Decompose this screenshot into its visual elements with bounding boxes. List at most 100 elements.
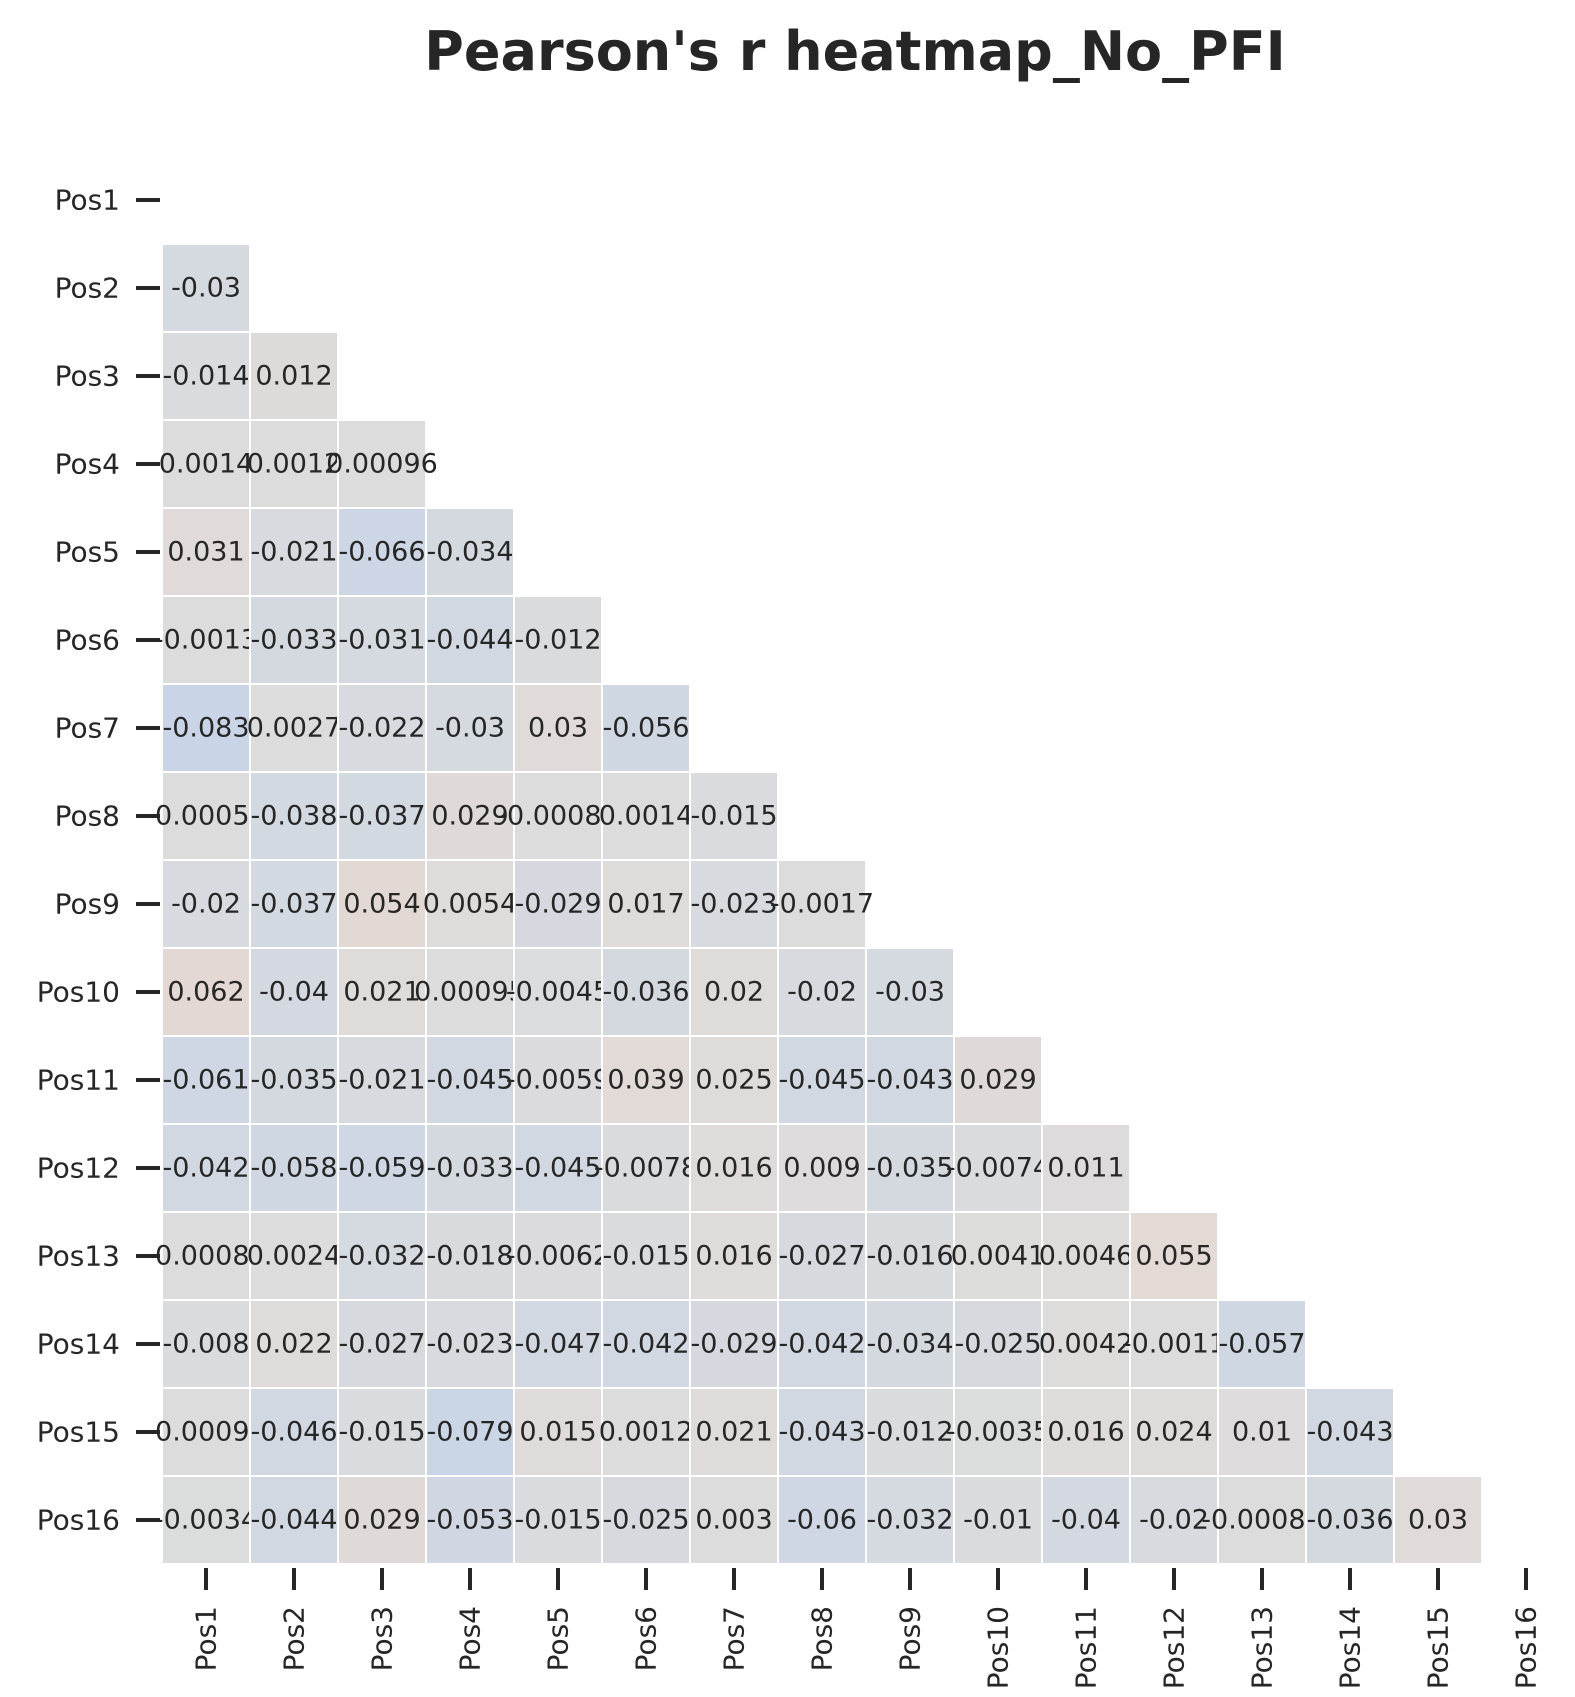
- cell-value-label: -0.0059: [506, 1065, 610, 1096]
- cell-value-label: 0.011: [1047, 1153, 1124, 1184]
- cell-value-label: -0.035: [250, 1065, 337, 1096]
- cell-value-label: -0.014: [162, 361, 249, 392]
- cell-value-label: -0.0017: [770, 889, 874, 920]
- heatmap-cell: [1305, 1387, 1395, 1477]
- y-tick-label: Pos4: [55, 448, 120, 481]
- y-tick-label: Pos3: [55, 360, 120, 393]
- cell-value-label: -0.042: [602, 1329, 689, 1360]
- cell-value-label: 0.02: [704, 977, 764, 1008]
- cell-value-label: 0.00095: [414, 977, 526, 1008]
- cell-value-label: -0.00085: [1201, 1505, 1322, 1536]
- y-tick-label: Pos14: [37, 1328, 120, 1361]
- y-axis: Pos1 Pos2 Pos3 Pos4 Pos5 Pos6 Pos7 Pos8 Pos9 Pos1…: [37, 184, 160, 1537]
- y-tick-label: Pos16: [37, 1504, 120, 1537]
- cell-value-label: 0.015: [519, 1417, 596, 1448]
- heatmap-cell: [249, 1387, 339, 1477]
- x-tick-label: Pos16: [1510, 1606, 1543, 1689]
- cell-value-label: -0.00095: [145, 1417, 266, 1448]
- cell-value-label: -0.015: [338, 1417, 425, 1448]
- cell-value-label: 0.062: [167, 977, 244, 1008]
- heatmap-cell: [161, 1299, 251, 1389]
- heatmap-cell: [337, 771, 427, 861]
- cell-value-label: -0.021: [338, 1065, 425, 1096]
- cell-value-label: -0.057: [1218, 1329, 1305, 1360]
- cell-value-label: -0.0074: [946, 1153, 1050, 1184]
- heatmap-cell: [425, 859, 515, 949]
- cell-value-label: -0.027: [778, 1241, 865, 1272]
- heatmap-cell: [425, 1123, 515, 1213]
- heatmap-cell: [425, 507, 515, 597]
- heatmap-cell: [161, 683, 251, 773]
- cell-value-label: -0.00059: [145, 801, 266, 832]
- heatmap-cell: [1217, 1387, 1307, 1477]
- heatmap-cell: [689, 1035, 779, 1125]
- heatmap-cell: [601, 1123, 691, 1213]
- cell-value-label: 0.016: [695, 1241, 772, 1272]
- x-tick-label: Pos2: [278, 1606, 311, 1671]
- heatmap-cell: [337, 1123, 427, 1213]
- x-tick-label: Pos1: [190, 1606, 223, 1671]
- cell-value-label: -0.03: [875, 977, 945, 1008]
- heatmap-cell: [161, 1387, 251, 1477]
- heatmap-cell: [865, 1387, 955, 1477]
- cell-value-label: -0.029: [514, 889, 601, 920]
- cell-value-label: -0.034: [866, 1329, 953, 1360]
- cell-value-label: 0.0012: [599, 1417, 693, 1448]
- heatmap-cell: [953, 1299, 1043, 1389]
- cell-value-label: -0.032: [338, 1241, 425, 1272]
- y-tick-label: Pos8: [55, 800, 120, 833]
- heatmap-cell: [865, 1123, 955, 1213]
- cell-value-label: -0.044: [250, 1505, 337, 1536]
- heatmap-cell: [161, 1475, 251, 1565]
- heatmap-cell: [425, 1475, 515, 1565]
- cell-value-label: 0.03: [528, 713, 588, 744]
- cell-value-label: 0.031: [167, 537, 244, 568]
- y-tick-label: Pos9: [55, 888, 120, 921]
- y-tick-label: Pos6: [55, 624, 120, 657]
- cell-value-label: -0.0011: [1122, 1329, 1226, 1360]
- cell-value-label: -0.021: [250, 537, 337, 568]
- heatmap-cell: [865, 947, 955, 1037]
- heatmap-cell: [161, 243, 251, 333]
- cell-value-label: 0.0014: [599, 801, 693, 832]
- cell-value-label: 0.0012: [247, 449, 341, 480]
- cell-value-label: -0.043: [1306, 1417, 1393, 1448]
- cell-value-label: -0.059: [338, 1153, 425, 1184]
- heatmap-cell: [865, 1211, 955, 1301]
- cell-value-label: 0.029: [431, 801, 508, 832]
- cell-value-label: 0.039: [607, 1065, 684, 1096]
- cell-value-label: -0.036: [1306, 1505, 1393, 1536]
- x-tick-label: Pos5: [542, 1606, 575, 1671]
- heatmap-cell: [601, 771, 691, 861]
- heatmap-cell: [249, 683, 339, 773]
- cell-value-label: 0.012: [255, 361, 332, 392]
- cell-value-label: -0.045: [778, 1065, 865, 1096]
- x-tick-label: Pos13: [1246, 1606, 1279, 1689]
- cell-value-label: -0.012: [514, 625, 601, 656]
- cell-value-label: -0.0013: [154, 625, 258, 656]
- heatmap-cell: [249, 595, 339, 685]
- heatmap-cell: [337, 683, 427, 773]
- chart-title: Pearson's r heatmap_No_PFI: [424, 20, 1285, 83]
- heatmap-cells: -0.03-0.014 0.0120.00140.00120.000960.031…: [145, 243, 1483, 1565]
- cell-value-label: -0.036: [602, 977, 689, 1008]
- cell-value-label: 0.029: [959, 1065, 1036, 1096]
- cell-value-label: 0.009: [783, 1153, 860, 1184]
- cell-value-label: -0.061: [162, 1065, 249, 1096]
- heatmap-cell: [425, 595, 515, 685]
- cell-value-label: -0.027: [338, 1329, 425, 1360]
- heatmap-cell: [953, 1475, 1043, 1565]
- cell-value-label: -0.018: [426, 1241, 513, 1272]
- cell-value-label: -0.029: [690, 1329, 777, 1360]
- cell-value-label: -0.053: [426, 1505, 513, 1536]
- cell-value-label: -0.037: [250, 889, 337, 920]
- y-tick-label: Pos1: [55, 184, 120, 217]
- cell-value-label: -0.058: [250, 1153, 337, 1184]
- y-tick-label: Pos12: [37, 1152, 120, 1185]
- heatmap-cell: [1041, 1475, 1131, 1565]
- cell-value-label: -0.079: [426, 1417, 513, 1448]
- cell-value-label: -0.037: [338, 801, 425, 832]
- x-tick-label: Pos3: [366, 1606, 399, 1671]
- heatmap-cell: [1041, 1123, 1131, 1213]
- cell-value-label: -0.022: [338, 713, 425, 744]
